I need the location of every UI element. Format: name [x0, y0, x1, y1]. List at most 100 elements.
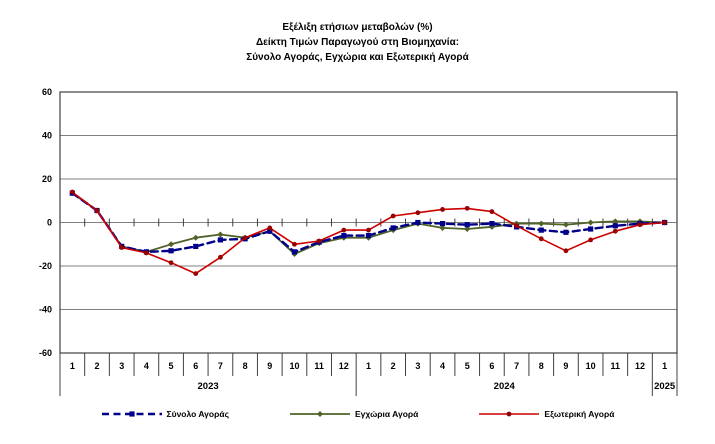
series-2-marker	[119, 245, 125, 250]
series-2-marker	[612, 228, 618, 234]
series-1-marker	[562, 221, 569, 228]
x-month-label: 8	[243, 361, 248, 371]
series-2-marker	[292, 241, 297, 247]
legend-label-2: Εξωτερική Αγορά	[544, 409, 615, 419]
series-0-marker	[588, 226, 594, 232]
series-0-marker	[538, 227, 544, 233]
legend-sample-1	[290, 411, 350, 417]
x-month-label: 9	[267, 361, 272, 371]
series-2-marker	[538, 236, 544, 242]
series-2-marker	[563, 248, 569, 254]
series-0-marker	[168, 248, 174, 254]
legend-marker-icon	[507, 411, 512, 417]
x-month-label: 2	[391, 361, 396, 371]
series-0-marker	[439, 220, 446, 227]
y-tick-label: -60	[39, 348, 52, 358]
series-2-marker	[514, 223, 519, 229]
y-tick-label: 0	[47, 218, 52, 228]
legend-item-1: Εγχώρια Αγορά	[289, 408, 418, 420]
series-2-marker	[415, 210, 421, 216]
series-0-marker	[415, 219, 421, 226]
series-0-marker	[193, 243, 199, 250]
plot-border	[59, 91, 678, 354]
legend-label-1: Εγχώρια Αγορά	[355, 409, 419, 419]
series-2-marker	[662, 220, 668, 225]
series-2-marker	[218, 254, 223, 260]
x-month-label: 3	[119, 361, 124, 371]
legend-marker-icon	[317, 411, 323, 417]
legend-marker-icon	[128, 411, 135, 417]
x-month-label: 12	[635, 361, 645, 371]
series-1-marker	[192, 234, 199, 241]
chart-title-line-2: Δείκτη Τιμών Παραγωγού στη Βιομηχανία:	[255, 37, 460, 48]
x-month-label: 2	[95, 361, 100, 371]
x-month-label: 1	[662, 361, 667, 371]
series-2-marker	[242, 235, 248, 241]
chart-legend: Σύνολο Αγοράς Εγχώρια Αγορά Εξωτερική Αγορ…	[0, 408, 715, 420]
y-tick-label: -20	[39, 261, 52, 271]
series-2-marker	[588, 237, 594, 243]
series-0-marker	[464, 222, 470, 228]
legend-sample-0	[101, 411, 162, 417]
y-tick-label: 60	[42, 87, 52, 97]
x-month-label: 11	[314, 361, 324, 371]
x-month-label: 1	[366, 361, 371, 371]
series-0-marker	[365, 232, 372, 239]
y-tick-label: -40	[39, 305, 52, 315]
series-2-marker	[637, 222, 643, 228]
y-tick-label: 40	[42, 131, 52, 141]
series-2-marker	[366, 227, 371, 233]
series-2-marker	[390, 213, 396, 219]
series-2-marker	[69, 189, 75, 195]
chart-title-line-1: Εξέλιξη ετήσιων μεταβολών (%)	[282, 22, 433, 33]
series-2-marker	[316, 238, 322, 244]
series-0-marker	[267, 228, 273, 234]
series-2-marker	[464, 205, 470, 211]
series-1-marker	[587, 219, 594, 226]
chart-title-line-3: Σύνολο Αγοράς, Εγχώρια και Εξωτερική Αγο…	[246, 52, 469, 63]
series-2-marker	[267, 225, 273, 231]
x-month-label: 4	[440, 361, 445, 371]
x-year-label: 2025	[654, 381, 676, 392]
series-2-marker	[168, 260, 174, 266]
series-2-marker	[193, 271, 199, 277]
series-2-marker	[143, 250, 149, 256]
chart-title: Εξέλιξη ετήσιων μεταβολών (%) Δείκτη Τιμ…	[0, 20, 715, 65]
series-0-marker	[341, 232, 347, 239]
x-month-label: 5	[169, 361, 174, 371]
series-0-marker	[390, 225, 396, 231]
series-0-marker	[612, 223, 618, 229]
x-month-label: 4	[144, 361, 149, 371]
x-month-label: 10	[586, 361, 596, 371]
x-month-label: 1	[70, 361, 75, 371]
legend-item-2: Εξωτερική Αγορά	[478, 408, 614, 420]
series-2-marker	[489, 209, 495, 215]
series-1-marker	[464, 226, 471, 233]
x-month-label: 9	[563, 361, 568, 371]
x-month-label: 8	[539, 361, 544, 371]
series-0-marker	[291, 249, 298, 255]
series-1-marker	[612, 218, 619, 225]
x-month-label: 7	[218, 361, 223, 371]
series-1-marker	[538, 220, 545, 227]
series-2-marker	[94, 208, 100, 213]
x-month-label: 7	[514, 361, 519, 371]
series-0-marker	[489, 220, 495, 227]
series-0-marker	[563, 229, 569, 235]
series-line-2	[71, 191, 666, 275]
x-month-label: 6	[193, 361, 198, 371]
legend-label-0: Σύνολο Αγοράς	[166, 409, 229, 419]
series-1-marker	[217, 231, 224, 238]
series-1-marker	[168, 241, 175, 248]
x-month-label: 3	[415, 361, 420, 371]
y-tick-label: 20	[42, 174, 52, 184]
x-year-label: 2023	[198, 381, 219, 392]
series-1-marker	[439, 224, 446, 231]
legend-sample-2	[479, 411, 540, 417]
series-2-marker	[341, 227, 347, 233]
x-year-label: 2024	[494, 381, 516, 392]
x-month-label: 6	[489, 361, 494, 371]
series-line-1	[71, 192, 666, 255]
legend-item-0: Σύνολο Αγοράς	[101, 408, 229, 420]
